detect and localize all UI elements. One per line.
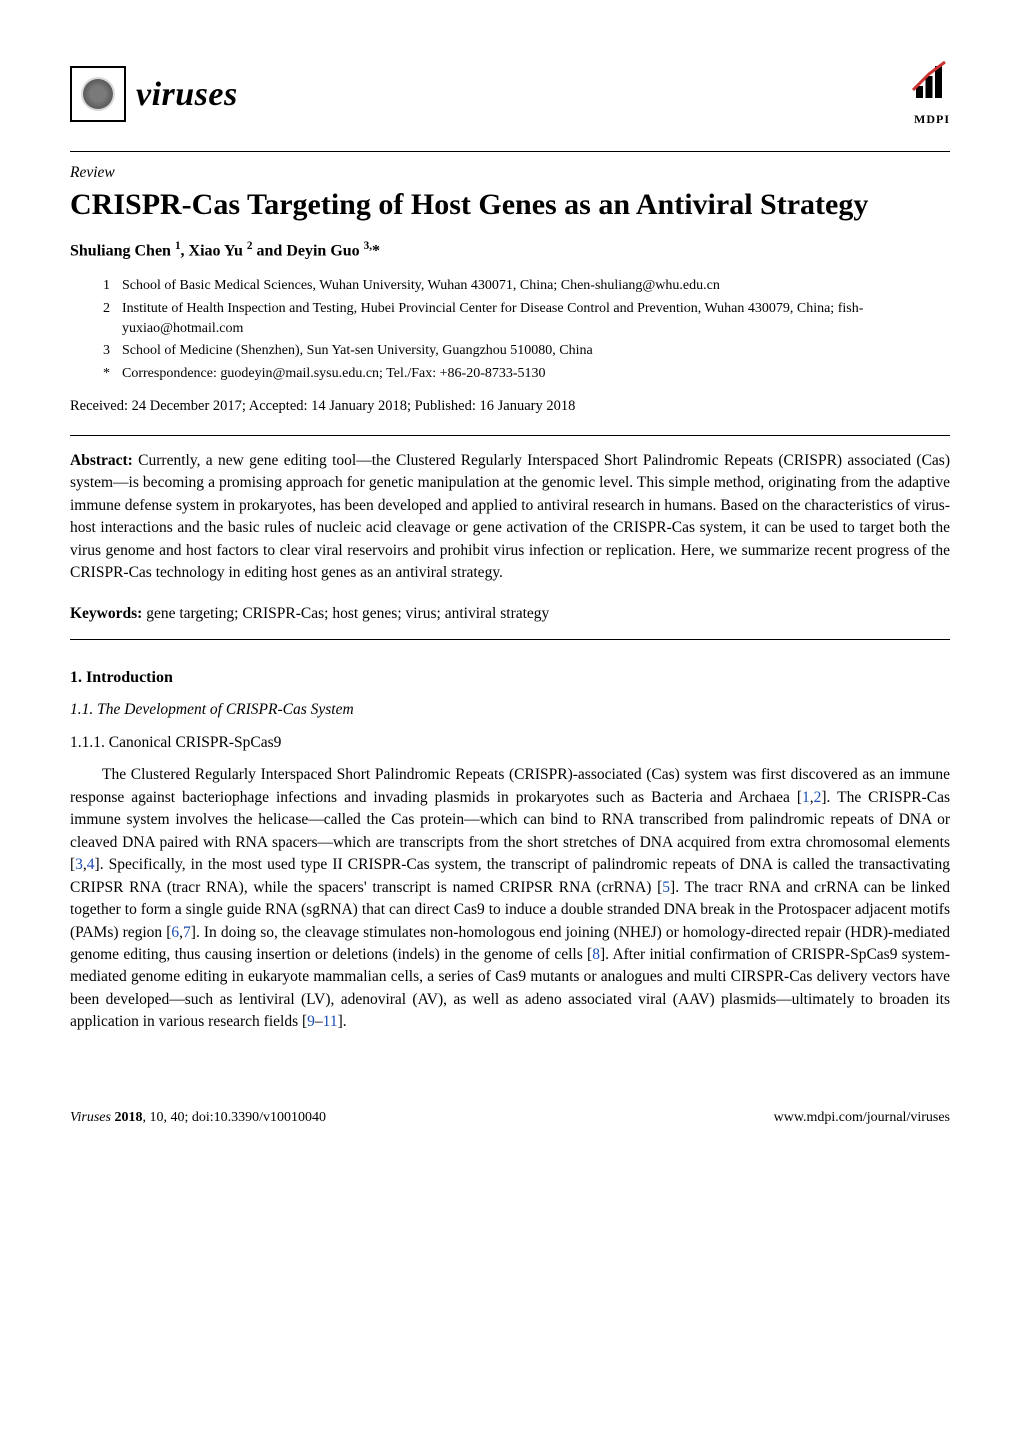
footer-year: 2018: [114, 1110, 142, 1125]
aff-text: School of Medicine (Shenzhen), Sun Yat-s…: [122, 341, 593, 361]
abstract-label: Abstract:: [70, 452, 133, 469]
aff-marker: 1: [98, 276, 110, 296]
aff-text: Correspondence: guodeyin@mail.sysu.edu.c…: [122, 364, 546, 384]
aff-marker: 3: [98, 341, 110, 361]
affiliations: 1 School of Basic Medical Sciences, Wuha…: [70, 276, 950, 383]
rule-top: [70, 151, 950, 152]
keywords-text: gene targeting; CRISPR-Cas; host genes; …: [142, 605, 549, 622]
section-heading-1-1-1: 1.1.1. Canonical CRISPR-SpCas9: [70, 732, 950, 754]
publisher-logo: MDPI: [908, 60, 950, 129]
abstract: Abstract: Currently, a new gene editing …: [70, 450, 950, 585]
abstract-text: Currently, a new gene editing tool—the C…: [70, 452, 950, 581]
page-footer: Viruses 2018, 10, 40; doi:10.3390/v10010…: [70, 1102, 950, 1128]
mdpi-icon: [908, 60, 950, 102]
footer-journal: Viruses: [70, 1110, 111, 1125]
rule-after-keywords: [70, 639, 950, 640]
aff-marker: *: [98, 364, 110, 384]
rule-before-abstract: [70, 435, 950, 436]
authors: Shuliang Chen 1, Xiao Yu 2 and Deyin Guo…: [70, 238, 950, 263]
footer-right: www.mdpi.com/journal/viruses: [774, 1108, 950, 1128]
keywords-label: Keywords:: [70, 605, 142, 622]
article-title: CRISPR-Cas Targeting of Host Genes as an…: [70, 186, 950, 224]
affiliation-row: 2 Institute of Health Inspection and Tes…: [98, 299, 950, 340]
journal-name: viruses: [136, 70, 238, 119]
article-type: Review: [70, 162, 950, 184]
affiliation-row: 1 School of Basic Medical Sciences, Wuha…: [98, 276, 950, 296]
affiliation-row: * Correspondence: guodeyin@mail.sysu.edu…: [98, 364, 950, 384]
aff-marker: 2: [98, 299, 110, 340]
section-heading-1: 1. Introduction: [70, 666, 950, 689]
affiliation-row: 3 School of Medicine (Shenzhen), Sun Yat…: [98, 341, 950, 361]
header-row: viruses MDPI: [70, 60, 950, 129]
article-dates: Received: 24 December 2017; Accepted: 14…: [70, 396, 950, 417]
aff-text: School of Basic Medical Sciences, Wuhan …: [122, 276, 720, 296]
virus-icon: [70, 66, 126, 122]
publisher-initials: MDPI: [908, 111, 950, 128]
aff-text: Institute of Health Inspection and Testi…: [122, 299, 950, 340]
keywords: Keywords: gene targeting; CRISPR-Cas; ho…: [70, 603, 950, 625]
journal-logo: viruses: [70, 66, 238, 122]
section-heading-1-1: 1.1. The Development of CRISPR-Cas Syste…: [70, 699, 950, 721]
footer-rest: , 10, 40; doi:10.3390/v10010040: [142, 1110, 326, 1125]
footer-left: Viruses 2018, 10, 40; doi:10.3390/v10010…: [70, 1108, 326, 1128]
body-paragraph: The Clustered Regularly Interspaced Shor…: [70, 764, 950, 1034]
